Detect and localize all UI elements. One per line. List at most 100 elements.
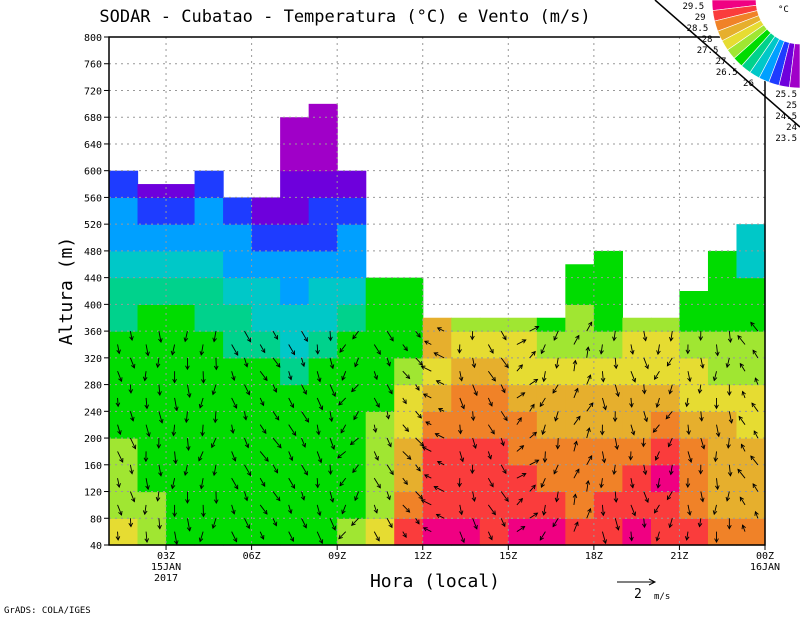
wind-arrow-shaft <box>186 518 191 531</box>
wind-arrow-shaft <box>353 411 359 420</box>
wind-arrow-head <box>539 535 544 541</box>
y-tick-label: 360 <box>84 327 102 338</box>
wind-arrow-shaft <box>199 531 204 542</box>
wind-arrow <box>487 477 494 488</box>
wind-arrow-shaft <box>213 464 217 476</box>
wind-arrow-shaft <box>716 478 719 490</box>
wind-arrow-shaft <box>586 347 589 358</box>
temperature-cell <box>508 491 538 519</box>
wind-arrow <box>172 504 177 518</box>
wind-arrow-head <box>276 362 281 368</box>
wind-arrow-shaft <box>539 531 546 541</box>
wind-arrow-shaft <box>529 459 539 466</box>
wind-arrow-head <box>588 455 593 460</box>
wind-arrow-shaft <box>573 388 579 399</box>
wind-arrow <box>328 464 333 476</box>
wind-arrow <box>184 411 189 424</box>
wind-arrow-shaft <box>500 357 509 368</box>
wind-arrow <box>231 477 239 490</box>
wind-arrow-shaft <box>556 357 559 368</box>
wind-arrow <box>554 357 560 369</box>
wind-arrow-head <box>699 416 704 422</box>
wind-arrow <box>436 327 445 332</box>
wind-arrow-head <box>726 444 731 449</box>
temperature-cell <box>109 384 139 412</box>
wind-arrow-shaft <box>459 424 462 434</box>
wind-arrow <box>539 397 546 408</box>
temperature-cell <box>308 103 338 118</box>
wind-arrow-head <box>553 336 558 341</box>
wind-arrow-head <box>329 497 335 503</box>
wind-arrow-head <box>437 408 443 413</box>
temperature-cell <box>280 170 310 199</box>
wind-arrow-shaft <box>402 451 412 460</box>
wind-arrow-shaft <box>231 477 239 490</box>
wind-arrow-head <box>117 430 122 436</box>
temperature-cell <box>422 438 452 466</box>
wind-arrow-shaft <box>553 464 559 474</box>
wind-arrow-head <box>491 376 496 382</box>
wind-arrow-shaft <box>542 424 546 435</box>
temperature-cell <box>479 464 509 493</box>
wind-arrow-shaft <box>129 491 135 502</box>
wind-arrow-shaft <box>329 464 332 475</box>
wind-arrow-shaft <box>487 477 494 487</box>
wind-arrow <box>402 451 412 460</box>
wind-arrow <box>542 451 548 463</box>
wind-arrow-shaft <box>516 526 525 533</box>
wind-arrow-shaft <box>329 384 336 397</box>
wind-arrow-head <box>185 499 190 504</box>
wind-arrow-head <box>552 388 557 394</box>
wind-arrow-head <box>612 470 617 476</box>
wind-arrow <box>231 531 238 543</box>
wind-arrow-head <box>415 386 420 391</box>
wind-arrow <box>145 478 150 491</box>
wind-arrow-head <box>656 483 661 489</box>
wind-arrow-shaft <box>415 464 421 472</box>
wind-arrow-shaft <box>288 531 294 542</box>
wind-arrow <box>487 397 493 407</box>
wind-arrow <box>741 524 746 532</box>
wind-arrow <box>231 344 239 356</box>
wind-arrow-head <box>531 484 536 490</box>
wind-arrow <box>117 504 123 516</box>
wind-arrow <box>259 370 268 382</box>
wind-arrow <box>301 384 307 395</box>
wind-arrow-head <box>599 483 604 489</box>
wind-arrow-shaft <box>614 357 617 369</box>
wind-arrow <box>158 411 164 424</box>
wind-arrow-head <box>470 335 475 341</box>
wind-arrow-head <box>727 391 732 396</box>
wind-arrow-head <box>666 361 672 367</box>
wind-arrow-shaft <box>259 397 264 406</box>
wind-arrow-head <box>261 348 266 354</box>
wind-arrow-shaft <box>643 357 649 369</box>
temperature-cell <box>223 411 253 439</box>
wind-arrow-head <box>405 374 411 380</box>
wind-arrow-shaft <box>516 339 526 345</box>
wind-arrow <box>373 371 379 381</box>
wind-arrow-head <box>184 418 189 424</box>
wind-arrow <box>487 370 496 382</box>
wind-arrow <box>487 344 494 354</box>
wind-arrow-head <box>533 378 539 384</box>
wind-arrow-shaft <box>373 424 377 433</box>
wind-arrow <box>700 437 706 450</box>
temperature-cell <box>194 357 224 386</box>
wind-arrow <box>244 384 251 396</box>
temperature-cell <box>451 317 481 332</box>
wind-arrow-shaft <box>573 521 579 532</box>
wind-arrow-head <box>572 359 578 365</box>
wind-arrow-head <box>337 454 342 459</box>
temperature-cell <box>109 250 139 279</box>
wind-arrow <box>740 443 746 452</box>
wind-arrow-head <box>273 335 279 340</box>
wind-arrow-head <box>155 496 161 502</box>
wind-arrow-head <box>316 511 322 517</box>
wind-arrow <box>470 411 476 422</box>
wind-arrow <box>727 331 733 344</box>
wind-arrow-shaft <box>529 432 537 439</box>
wind-arrow-shaft <box>529 326 539 332</box>
wind-arrow-shaft <box>500 411 508 421</box>
wind-arrow <box>459 531 465 544</box>
